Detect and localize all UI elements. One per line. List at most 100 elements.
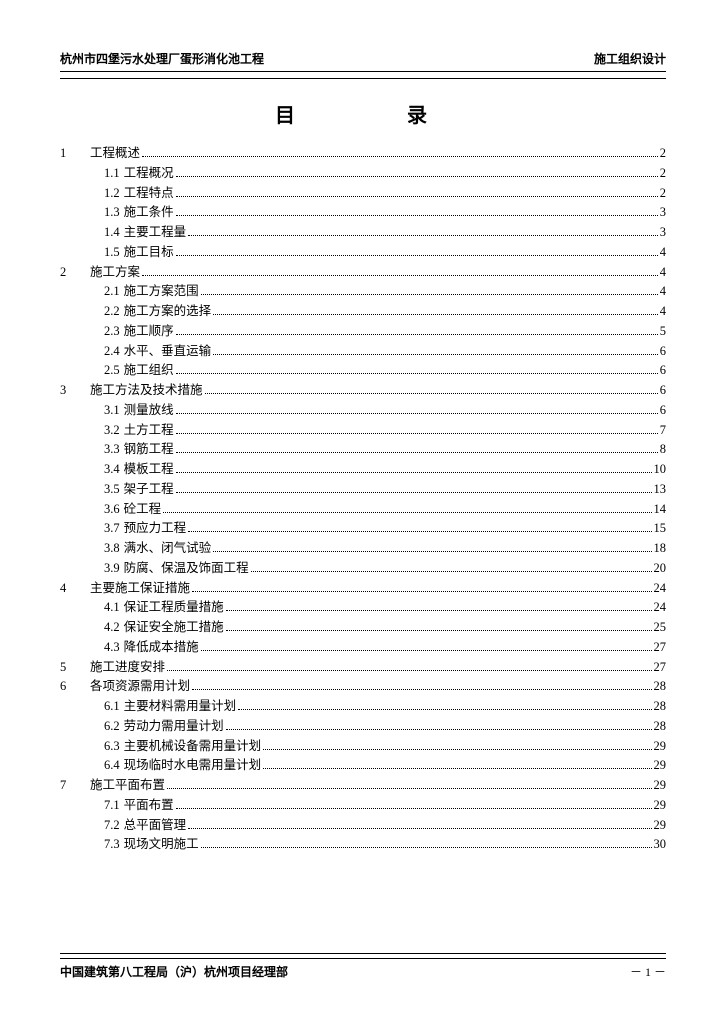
toc-leader xyxy=(176,413,658,414)
toc-entry-l2: 2.4水平、垂直运输6 xyxy=(60,342,666,362)
toc-entry-page: 15 xyxy=(654,519,667,539)
toc-entry-l1: 1工程概述2 xyxy=(60,144,666,164)
toc-entry-l2: 3.8满水、闭气试验 18 xyxy=(60,539,666,559)
toc-leader xyxy=(188,828,651,829)
toc-leader xyxy=(176,433,658,434)
toc-entry-label: 施工组织 xyxy=(120,361,174,381)
toc-entry-l1: 6各项资源需用计划28 xyxy=(60,677,666,697)
toc-entry-label: 测量放线 xyxy=(120,401,174,421)
toc-entry-label: 架子工程 xyxy=(120,480,174,500)
toc-entry-page: 25 xyxy=(654,618,667,638)
toc-entry-page: 30 xyxy=(654,835,667,855)
toc-leader xyxy=(201,650,652,651)
header-left: 杭州市四堡污水处理厂蛋形消化池工程 xyxy=(60,50,264,67)
table-of-contents: 1工程概述21.1工程概况21.2工程特点21.3施工条件31.4主要工程量31… xyxy=(60,144,666,855)
toc-entry-l2: 7.3现场文明施工30 xyxy=(60,835,666,855)
toc-entry-label: 施工方案范围 xyxy=(120,282,199,302)
toc-entry-number: 3.4 xyxy=(60,460,120,480)
toc-entry-page: 2 xyxy=(660,184,666,204)
toc-entry-page: 4 xyxy=(660,263,666,283)
toc-entry-label: 各项资源需用计划 xyxy=(84,677,190,697)
toc-entry-l2: 6.3主要机械设备需用量计划29 xyxy=(60,737,666,757)
toc-entry-number: 4.3 xyxy=(60,638,120,658)
toc-entry-page: 14 xyxy=(654,500,667,520)
toc-entry-l2: 3.3钢筋工程8 xyxy=(60,440,666,460)
toc-entry-l1: 3施工方法及技术措施6 xyxy=(60,381,666,401)
toc-entry-page: 3 xyxy=(660,203,666,223)
toc-leader xyxy=(201,294,658,295)
toc-entry-page: 24 xyxy=(654,598,667,618)
toc-entry-label: 保证安全施工措施 xyxy=(120,618,224,638)
toc-leader xyxy=(176,215,658,216)
toc-entry-page: 13 xyxy=(654,480,667,500)
toc-entry-label: 主要工程量 xyxy=(120,223,187,243)
toc-entry-label: 土方工程 xyxy=(120,421,174,441)
toc-entry-number: 3.2 xyxy=(60,421,120,441)
toc-leader xyxy=(176,176,658,177)
toc-entry-number: 2.2 xyxy=(60,302,120,322)
toc-entry-l2: 3.4模板工程10 xyxy=(60,460,666,480)
toc-entry-page: 28 xyxy=(654,717,667,737)
toc-entry-page: 4 xyxy=(660,302,666,322)
toc-entry-number: 3.8 xyxy=(60,539,120,559)
toc-entry-label: 降低成本措施 xyxy=(120,638,199,658)
toc-entry-page: 28 xyxy=(654,697,667,717)
toc-entry-l2: 3.6砼工程14 xyxy=(60,500,666,520)
toc-entry-number: 5 xyxy=(60,658,84,678)
toc-entry-number: 3.5 xyxy=(60,480,120,500)
toc-entry-l2: 7.1平面布置29 xyxy=(60,796,666,816)
toc-leader xyxy=(263,749,651,750)
toc-entry-number: 2 xyxy=(60,263,84,283)
toc-entry-l2: 3.7预应力工程15 xyxy=(60,519,666,539)
toc-entry-page: 3 xyxy=(660,223,666,243)
toc-entry-number: 3 xyxy=(60,381,84,401)
toc-entry-number: 6 xyxy=(60,677,84,697)
toc-entry-label: 主要机械设备需用量计划 xyxy=(120,737,262,757)
toc-entry-number: 7.3 xyxy=(60,835,120,855)
toc-title: 目 录 xyxy=(60,99,666,128)
toc-entry-l2: 3.2土方工程7 xyxy=(60,421,666,441)
toc-entry-page: 18 xyxy=(654,539,667,559)
toc-entry-number: 7 xyxy=(60,776,84,796)
toc-leader xyxy=(226,630,652,631)
toc-entry-number: 6.1 xyxy=(60,697,120,717)
toc-leader xyxy=(167,788,651,789)
toc-entry-l2: 3.9防腐、保温及饰面工程20 xyxy=(60,559,666,579)
toc-entry-label: 施工平面布置 xyxy=(84,776,165,796)
toc-entry-label: 满水、闭气试验 xyxy=(120,539,212,559)
footer-line: 中国建筑第八工程局（沪）杭州项目经理部 － 1 － xyxy=(60,958,666,980)
toc-entry-label: 劳动力需用量计划 xyxy=(120,717,224,737)
toc-entry-label: 施工方法及技术措施 xyxy=(84,381,203,401)
page-header: 杭州市四堡污水处理厂蛋形消化池工程 施工组织设计 xyxy=(60,50,666,72)
toc-entry-l2: 2.2施工方案的选择4 xyxy=(60,302,666,322)
toc-entry-label: 主要施工保证措施 xyxy=(84,579,190,599)
toc-entry-number: 7.2 xyxy=(60,816,120,836)
toc-leader xyxy=(263,768,651,769)
toc-entry-number: 4.2 xyxy=(60,618,120,638)
toc-entry-number: 1.5 xyxy=(60,243,120,263)
toc-entry-page: 5 xyxy=(660,322,666,342)
toc-entry-page: 29 xyxy=(654,796,667,816)
toc-leader xyxy=(176,452,658,453)
toc-entry-label: 主要材料需用量计划 xyxy=(120,697,237,717)
toc-entry-label: 总平面管理 xyxy=(120,816,187,836)
footer-rule xyxy=(60,953,666,954)
toc-entry-l1: 7施工平面布置29 xyxy=(60,776,666,796)
document-page: 杭州市四堡污水处理厂蛋形消化池工程 施工组织设计 目 录 1工程概述21.1工程… xyxy=(0,0,726,1026)
toc-entry-page: 24 xyxy=(654,579,667,599)
toc-entry-page: 29 xyxy=(654,737,667,757)
toc-entry-number: 4.1 xyxy=(60,598,120,618)
toc-entry-label: 施工进度安排 xyxy=(84,658,165,678)
header-rule xyxy=(60,78,666,79)
toc-entry-number: 6.2 xyxy=(60,717,120,737)
toc-leader xyxy=(213,314,658,315)
toc-entry-label: 平面布置 xyxy=(120,796,174,816)
toc-leader xyxy=(205,393,658,394)
toc-entry-number: 1.2 xyxy=(60,184,120,204)
toc-entry-page: 27 xyxy=(654,638,667,658)
toc-entry-l2: 6.1主要材料需用量计划 28 xyxy=(60,697,666,717)
toc-leader xyxy=(176,255,658,256)
toc-entry-l2: 4.3降低成本措施 27 xyxy=(60,638,666,658)
toc-entry-label: 施工顺序 xyxy=(120,322,174,342)
toc-entry-page: 6 xyxy=(660,361,666,381)
